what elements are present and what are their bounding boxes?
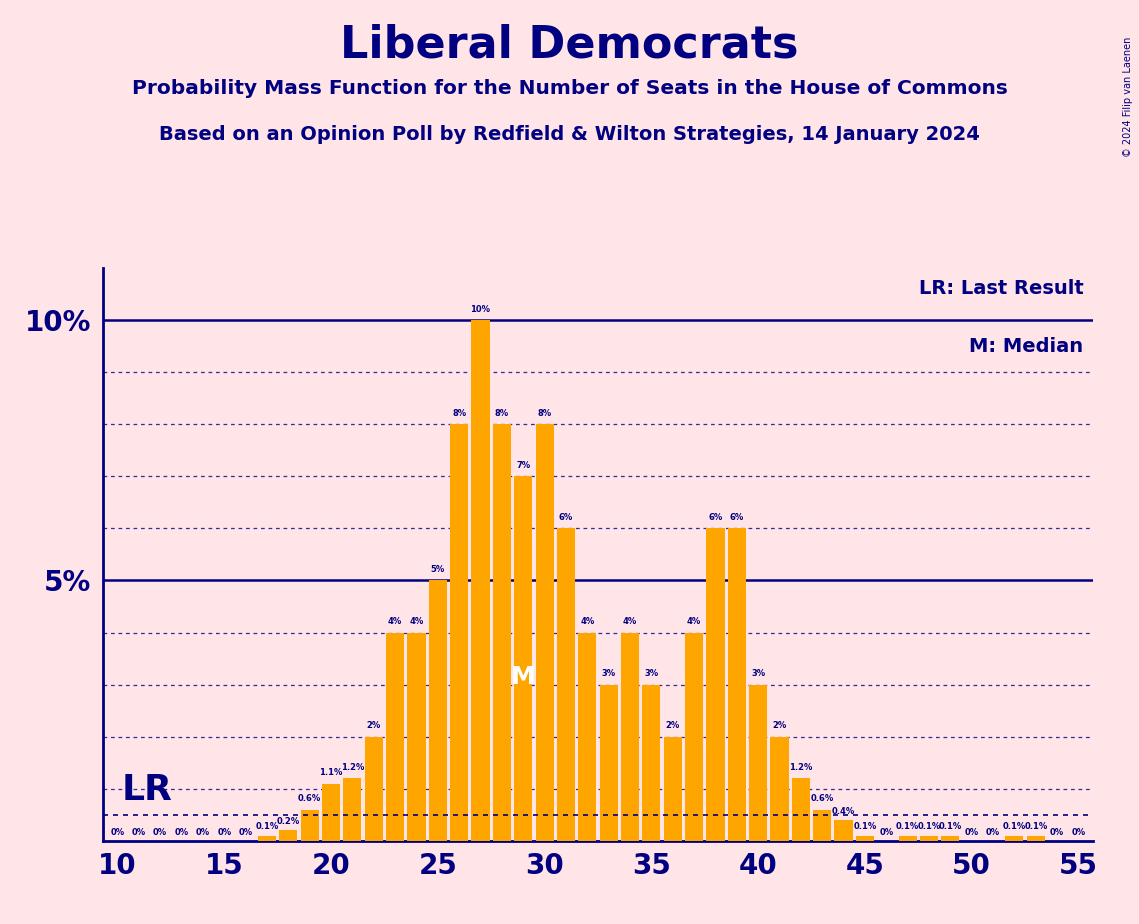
Text: 0.2%: 0.2%: [277, 817, 300, 826]
Text: 2%: 2%: [665, 722, 680, 731]
Text: Based on an Opinion Poll by Redfield & Wilton Strategies, 14 January 2024: Based on an Opinion Poll by Redfield & W…: [159, 125, 980, 144]
Bar: [279, 831, 297, 841]
Bar: [557, 529, 575, 841]
Text: LR: Last Result: LR: Last Result: [919, 279, 1083, 298]
Bar: [835, 820, 853, 841]
Bar: [257, 835, 276, 841]
Text: 2%: 2%: [772, 722, 787, 731]
Text: M: M: [511, 664, 535, 688]
Text: 0%: 0%: [132, 828, 146, 836]
Text: 4%: 4%: [388, 617, 402, 626]
Bar: [642, 685, 661, 841]
Text: 1.2%: 1.2%: [789, 763, 812, 772]
Bar: [899, 835, 917, 841]
Bar: [472, 320, 490, 841]
Text: 5%: 5%: [431, 565, 445, 574]
Text: 6%: 6%: [730, 513, 744, 522]
Text: 0%: 0%: [218, 828, 231, 836]
Text: 0.1%: 0.1%: [1002, 822, 1026, 832]
Text: 6%: 6%: [559, 513, 573, 522]
Bar: [386, 633, 404, 841]
Text: 8%: 8%: [452, 409, 466, 418]
Bar: [408, 633, 426, 841]
Bar: [664, 736, 682, 841]
Text: 4%: 4%: [409, 617, 424, 626]
Bar: [514, 476, 532, 841]
Bar: [1006, 835, 1024, 841]
Text: 0.1%: 0.1%: [1024, 822, 1048, 832]
Text: 0.1%: 0.1%: [896, 822, 919, 832]
Text: 0%: 0%: [965, 828, 978, 836]
Bar: [535, 424, 554, 841]
Text: © 2024 Filip van Laenen: © 2024 Filip van Laenen: [1123, 37, 1133, 157]
Bar: [706, 529, 724, 841]
Text: 0.4%: 0.4%: [831, 807, 855, 816]
Text: 4%: 4%: [623, 617, 637, 626]
Bar: [621, 633, 639, 841]
Bar: [728, 529, 746, 841]
Bar: [450, 424, 468, 841]
Text: Liberal Democrats: Liberal Democrats: [341, 23, 798, 67]
Text: 0.1%: 0.1%: [917, 822, 941, 832]
Text: 0%: 0%: [196, 828, 210, 836]
Text: 0%: 0%: [238, 828, 253, 836]
Text: M: Median: M: Median: [969, 336, 1083, 356]
Text: 1.2%: 1.2%: [341, 763, 364, 772]
Text: 3%: 3%: [645, 669, 658, 678]
Bar: [941, 835, 959, 841]
Text: 2%: 2%: [367, 722, 380, 731]
Text: 0%: 0%: [1072, 828, 1085, 836]
Text: LR: LR: [122, 773, 173, 807]
Text: 8%: 8%: [538, 409, 551, 418]
Text: 0%: 0%: [174, 828, 189, 836]
Text: 3%: 3%: [601, 669, 616, 678]
Bar: [579, 633, 597, 841]
Bar: [364, 736, 383, 841]
Text: 0.1%: 0.1%: [939, 822, 962, 832]
Text: 0%: 0%: [1050, 828, 1064, 836]
Text: 6%: 6%: [708, 513, 722, 522]
Bar: [322, 784, 341, 841]
Bar: [855, 835, 874, 841]
Text: 0.6%: 0.6%: [811, 795, 834, 803]
Text: 10%: 10%: [470, 305, 491, 314]
Text: Probability Mass Function for the Number of Seats in the House of Commons: Probability Mass Function for the Number…: [132, 79, 1007, 98]
Bar: [770, 736, 788, 841]
Text: 4%: 4%: [687, 617, 702, 626]
Bar: [301, 809, 319, 841]
Bar: [749, 685, 768, 841]
Text: 8%: 8%: [494, 409, 509, 418]
Text: 0%: 0%: [110, 828, 124, 836]
Bar: [343, 778, 361, 841]
Bar: [813, 809, 831, 841]
Text: 0.1%: 0.1%: [255, 822, 279, 832]
Bar: [428, 580, 446, 841]
Text: 1.1%: 1.1%: [319, 768, 343, 777]
Bar: [493, 424, 511, 841]
Bar: [920, 835, 939, 841]
Bar: [1026, 835, 1044, 841]
Bar: [792, 778, 810, 841]
Text: 0%: 0%: [153, 828, 167, 836]
Bar: [685, 633, 703, 841]
Text: 0%: 0%: [879, 828, 893, 836]
Text: 4%: 4%: [580, 617, 595, 626]
Text: 0.1%: 0.1%: [853, 822, 877, 832]
Bar: [599, 685, 617, 841]
Text: 0.6%: 0.6%: [298, 795, 321, 803]
Text: 3%: 3%: [751, 669, 765, 678]
Text: 0%: 0%: [986, 828, 1000, 836]
Text: 7%: 7%: [516, 461, 531, 470]
